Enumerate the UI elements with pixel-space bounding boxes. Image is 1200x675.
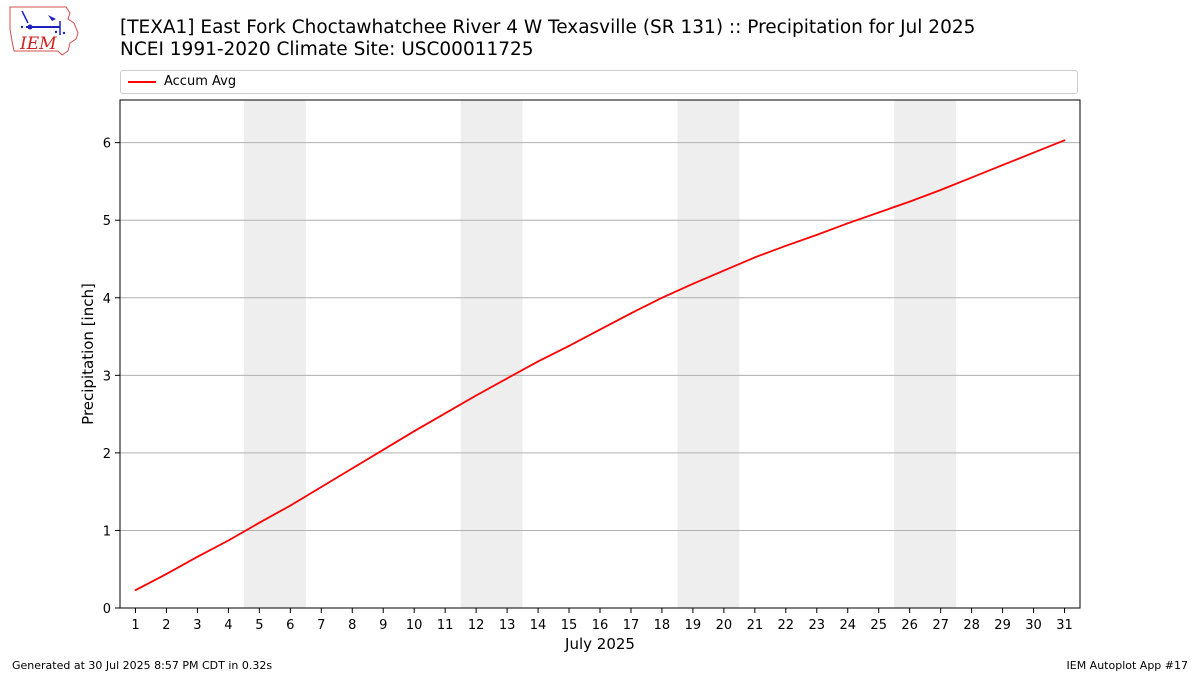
y-gridlines xyxy=(120,142,1080,531)
data-point-day-27 xyxy=(939,189,942,191)
data-point-day-17 xyxy=(630,312,632,315)
x-tick-label-26: 26 xyxy=(901,618,918,633)
logo-text: IEM xyxy=(19,34,57,54)
x-tick-label-6: 6 xyxy=(286,618,294,633)
data-point-day-30 xyxy=(1032,151,1035,154)
x-tick-label-4: 4 xyxy=(224,618,232,633)
x-tick-label-29: 29 xyxy=(994,618,1011,633)
x-axis-ticks: 1 2 3 4 5 6 7 8 9 10 11 12 13 14 15 16 17 18 19 20 21 22 23 24 2… xyxy=(131,608,1073,633)
data-point-day-3 xyxy=(196,555,199,558)
x-tick-label-11: 11 xyxy=(437,618,454,633)
x-tick-label-8: 8 xyxy=(348,618,356,633)
data-point-day-16 xyxy=(599,328,601,331)
x-tick-label-23: 23 xyxy=(809,618,826,633)
x-tick-label-2: 2 xyxy=(162,618,170,633)
x-tick-label-14: 14 xyxy=(530,618,547,633)
data-point-day-25 xyxy=(877,211,880,214)
iem-logo: IEM xyxy=(9,6,79,56)
data-point-day-24 xyxy=(846,222,849,225)
weekend-shading xyxy=(243,100,957,608)
x-tick-label-22: 22 xyxy=(778,618,795,633)
x-tick-label-13: 13 xyxy=(499,618,516,633)
data-point-day-13 xyxy=(506,377,508,380)
x-tick-label-21: 21 xyxy=(747,618,764,633)
data-point-day-31 xyxy=(1063,139,1066,142)
y-tick-label-2: 2 xyxy=(103,447,111,462)
y-axis-label: Precipitation [inch] xyxy=(79,283,97,425)
footer-generated: Generated at 30 Jul 2025 8:57 PM CDT in … xyxy=(12,659,273,672)
data-point-day-15 xyxy=(568,344,570,347)
data-point-day-22 xyxy=(784,244,787,247)
data-point-day-19 xyxy=(692,282,694,285)
weekend-band-1 xyxy=(243,100,306,608)
x-tick-label-28: 28 xyxy=(963,618,980,633)
y-tick-label-5: 5 xyxy=(103,214,111,229)
x-tick-label-31: 31 xyxy=(1056,618,1073,633)
x-tick-label-9: 9 xyxy=(379,618,387,633)
x-tick-label-15: 15 xyxy=(561,618,578,633)
data-point-day-6 xyxy=(289,504,292,507)
legend: Accum Avg xyxy=(120,70,1078,94)
series-layer xyxy=(134,139,1066,592)
data-point-day-8 xyxy=(351,467,354,470)
x-tick-label-17: 17 xyxy=(623,618,640,633)
data-point-day-10 xyxy=(413,430,416,433)
chart-subtitle: NCEI 1991-2020 Climate Site: USC00011725 xyxy=(120,39,534,60)
data-point-day-7 xyxy=(320,486,323,488)
x-tick-label-10: 10 xyxy=(406,618,423,633)
data-point-day-5 xyxy=(258,521,261,524)
y-tick-label-6: 6 xyxy=(103,137,111,152)
footer-app: IEM Autoplot App #17 xyxy=(1066,659,1189,672)
x-tick-label-27: 27 xyxy=(932,618,949,633)
data-point-day-12 xyxy=(475,394,478,397)
y-tick-label-4: 4 xyxy=(103,292,111,307)
x-tick-label-1: 1 xyxy=(131,618,139,633)
weekend-band-2 xyxy=(460,100,523,608)
data-point-day-9 xyxy=(382,448,385,451)
x-tick-label-24: 24 xyxy=(839,618,856,633)
x-tick-label-19: 19 xyxy=(685,618,702,633)
chart-title: [TEXA1] East Fork Choctawhatchee River 4… xyxy=(120,17,976,38)
x-tick-label-16: 16 xyxy=(592,618,609,633)
y-tick-label-0: 0 xyxy=(103,602,111,617)
x-axis-label: July 2025 xyxy=(564,635,635,653)
legend-label: Accum Avg xyxy=(164,74,237,89)
data-point-day-28 xyxy=(970,176,973,179)
x-tick-label-7: 7 xyxy=(317,618,325,633)
legend-swatch xyxy=(128,81,156,83)
data-point-day-26 xyxy=(908,200,911,203)
data-point-day-29 xyxy=(1001,164,1004,167)
x-tick-label-18: 18 xyxy=(654,618,671,633)
data-point-day-23 xyxy=(815,234,818,236)
data-point-day-4 xyxy=(227,539,230,542)
data-point-day-18 xyxy=(661,296,663,299)
y-tick-label-3: 3 xyxy=(103,369,111,384)
data-point-day-1 xyxy=(134,589,137,592)
data-point-day-11 xyxy=(444,412,447,415)
data-point-day-21 xyxy=(753,256,756,259)
data-point-day-2 xyxy=(165,572,168,575)
y-axis-ticks: 0 1 2 3 4 5 6 xyxy=(103,137,120,617)
weekend-band-3 xyxy=(677,100,740,608)
x-tick-label-12: 12 xyxy=(468,618,485,633)
data-point-day-14 xyxy=(537,360,539,363)
data-point-day-20 xyxy=(722,269,725,272)
weekend-band-4 xyxy=(894,100,957,608)
x-tick-label-25: 25 xyxy=(870,618,887,633)
x-tick-label-30: 30 xyxy=(1025,618,1042,633)
x-tick-label-20: 20 xyxy=(716,618,733,633)
x-tick-label-3: 3 xyxy=(193,618,201,633)
y-tick-label-1: 1 xyxy=(103,524,111,539)
x-tick-label-5: 5 xyxy=(255,618,263,633)
